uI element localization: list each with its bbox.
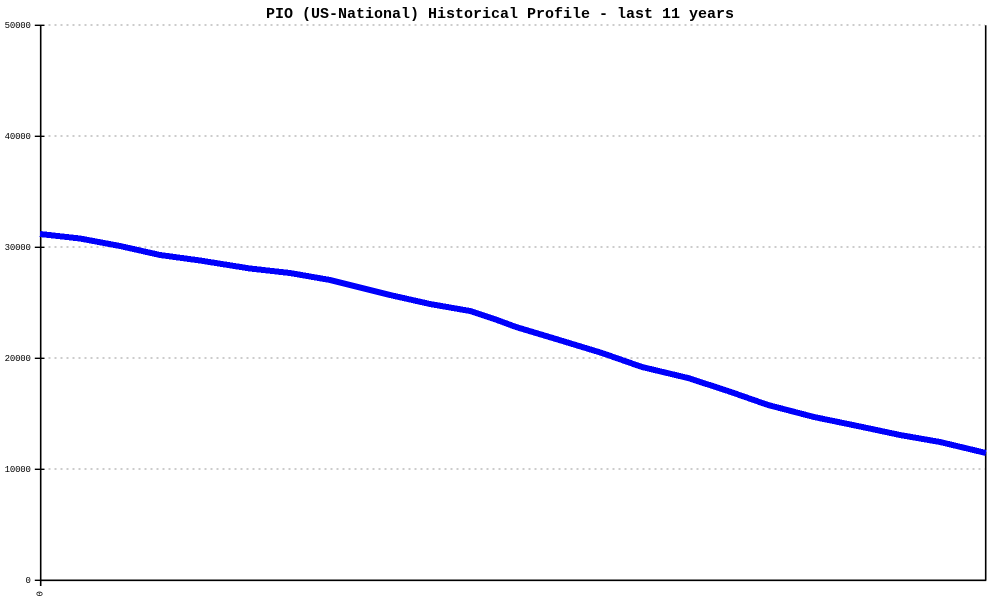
svg-text:0: 0 bbox=[25, 576, 30, 586]
svg-text:PIO (US-National) Historical P: PIO (US-National) Historical Profile - l… bbox=[266, 6, 734, 23]
svg-text:40000: 40000 bbox=[5, 132, 31, 142]
svg-text:30000: 30000 bbox=[5, 243, 31, 253]
svg-text:0: 0 bbox=[36, 591, 46, 596]
svg-text:20000: 20000 bbox=[5, 354, 31, 364]
svg-text:50000: 50000 bbox=[5, 21, 31, 31]
svg-text:10000: 10000 bbox=[5, 465, 31, 475]
